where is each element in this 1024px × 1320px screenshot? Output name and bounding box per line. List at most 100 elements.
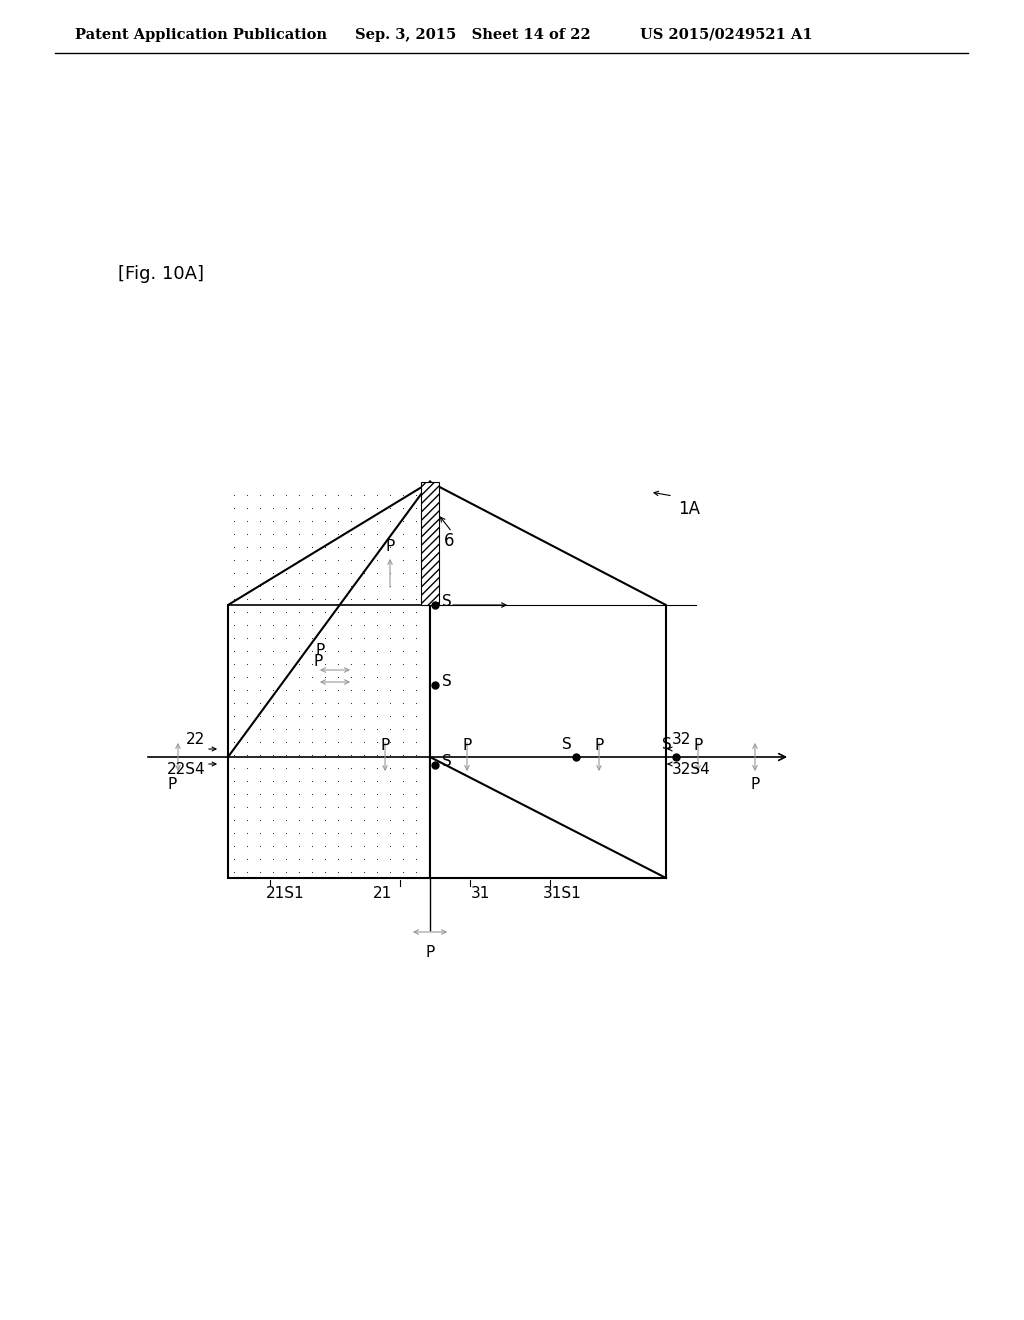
Point bbox=[278, 602, 294, 623]
Point bbox=[304, 862, 321, 883]
Point bbox=[408, 536, 424, 557]
Text: 1A: 1A bbox=[678, 500, 700, 517]
Point bbox=[291, 524, 307, 545]
Point bbox=[278, 576, 294, 597]
Text: P: P bbox=[463, 738, 472, 752]
Point bbox=[369, 680, 385, 701]
Point bbox=[252, 822, 268, 843]
Point bbox=[395, 614, 412, 635]
Point bbox=[395, 849, 412, 870]
Point bbox=[291, 836, 307, 857]
Point bbox=[382, 549, 398, 570]
Point bbox=[408, 498, 424, 519]
Text: 22: 22 bbox=[185, 733, 205, 747]
Point bbox=[265, 809, 282, 830]
Point bbox=[291, 614, 307, 635]
Point bbox=[278, 731, 294, 752]
Point bbox=[226, 758, 243, 779]
Text: 21: 21 bbox=[374, 886, 392, 902]
Text: [Fig. 10A]: [Fig. 10A] bbox=[118, 265, 204, 282]
Polygon shape bbox=[228, 482, 430, 878]
Text: 6: 6 bbox=[444, 532, 455, 550]
Point bbox=[291, 796, 307, 817]
Point bbox=[369, 822, 385, 843]
Point bbox=[355, 653, 372, 675]
Point bbox=[382, 836, 398, 857]
Point bbox=[382, 576, 398, 597]
Point bbox=[252, 836, 268, 857]
Point bbox=[226, 705, 243, 726]
Point bbox=[226, 693, 243, 714]
Point bbox=[382, 589, 398, 610]
Point bbox=[252, 784, 268, 805]
Point bbox=[395, 536, 412, 557]
Point bbox=[239, 524, 255, 545]
Point bbox=[278, 498, 294, 519]
Point bbox=[252, 758, 268, 779]
Point bbox=[421, 849, 437, 870]
Point bbox=[265, 822, 282, 843]
Point bbox=[395, 549, 412, 570]
Point bbox=[395, 627, 412, 648]
Point bbox=[355, 822, 372, 843]
Point bbox=[421, 862, 437, 883]
Point bbox=[226, 771, 243, 792]
Point bbox=[343, 576, 359, 597]
Point bbox=[355, 705, 372, 726]
Point bbox=[330, 758, 346, 779]
Point bbox=[291, 731, 307, 752]
Point bbox=[395, 693, 412, 714]
Point bbox=[382, 784, 398, 805]
Point bbox=[304, 849, 321, 870]
Point bbox=[291, 576, 307, 597]
Point bbox=[382, 498, 398, 519]
Point bbox=[291, 640, 307, 661]
Point bbox=[304, 744, 321, 766]
Point bbox=[304, 484, 321, 506]
Point bbox=[252, 627, 268, 648]
Point bbox=[382, 693, 398, 714]
Point bbox=[330, 796, 346, 817]
Text: P: P bbox=[693, 738, 702, 752]
Point bbox=[355, 849, 372, 870]
Point bbox=[369, 718, 385, 739]
Point bbox=[304, 524, 321, 545]
Point bbox=[316, 744, 333, 766]
Point bbox=[226, 640, 243, 661]
Point bbox=[278, 822, 294, 843]
Point bbox=[330, 536, 346, 557]
Point bbox=[382, 849, 398, 870]
Point bbox=[395, 484, 412, 506]
Point bbox=[316, 498, 333, 519]
Point bbox=[265, 602, 282, 623]
Point bbox=[343, 602, 359, 623]
Point bbox=[278, 836, 294, 857]
Point bbox=[355, 589, 372, 610]
Point bbox=[226, 744, 243, 766]
Point bbox=[316, 718, 333, 739]
Point bbox=[252, 602, 268, 623]
Text: S: S bbox=[442, 594, 452, 610]
Point bbox=[330, 562, 346, 583]
Point bbox=[355, 731, 372, 752]
Point bbox=[226, 549, 243, 570]
Point bbox=[369, 602, 385, 623]
Point bbox=[421, 653, 437, 675]
Text: Patent Application Publication: Patent Application Publication bbox=[75, 28, 327, 42]
Point bbox=[408, 862, 424, 883]
Point bbox=[226, 627, 243, 648]
Point bbox=[395, 602, 412, 623]
Point bbox=[226, 614, 243, 635]
Point bbox=[343, 809, 359, 830]
Text: S: S bbox=[442, 675, 452, 689]
Point bbox=[343, 562, 359, 583]
Point bbox=[252, 549, 268, 570]
Point bbox=[355, 549, 372, 570]
Point bbox=[369, 589, 385, 610]
Point bbox=[343, 680, 359, 701]
Point bbox=[304, 771, 321, 792]
Point bbox=[239, 484, 255, 506]
Point bbox=[252, 484, 268, 506]
Point bbox=[316, 693, 333, 714]
Text: P: P bbox=[315, 643, 325, 657]
